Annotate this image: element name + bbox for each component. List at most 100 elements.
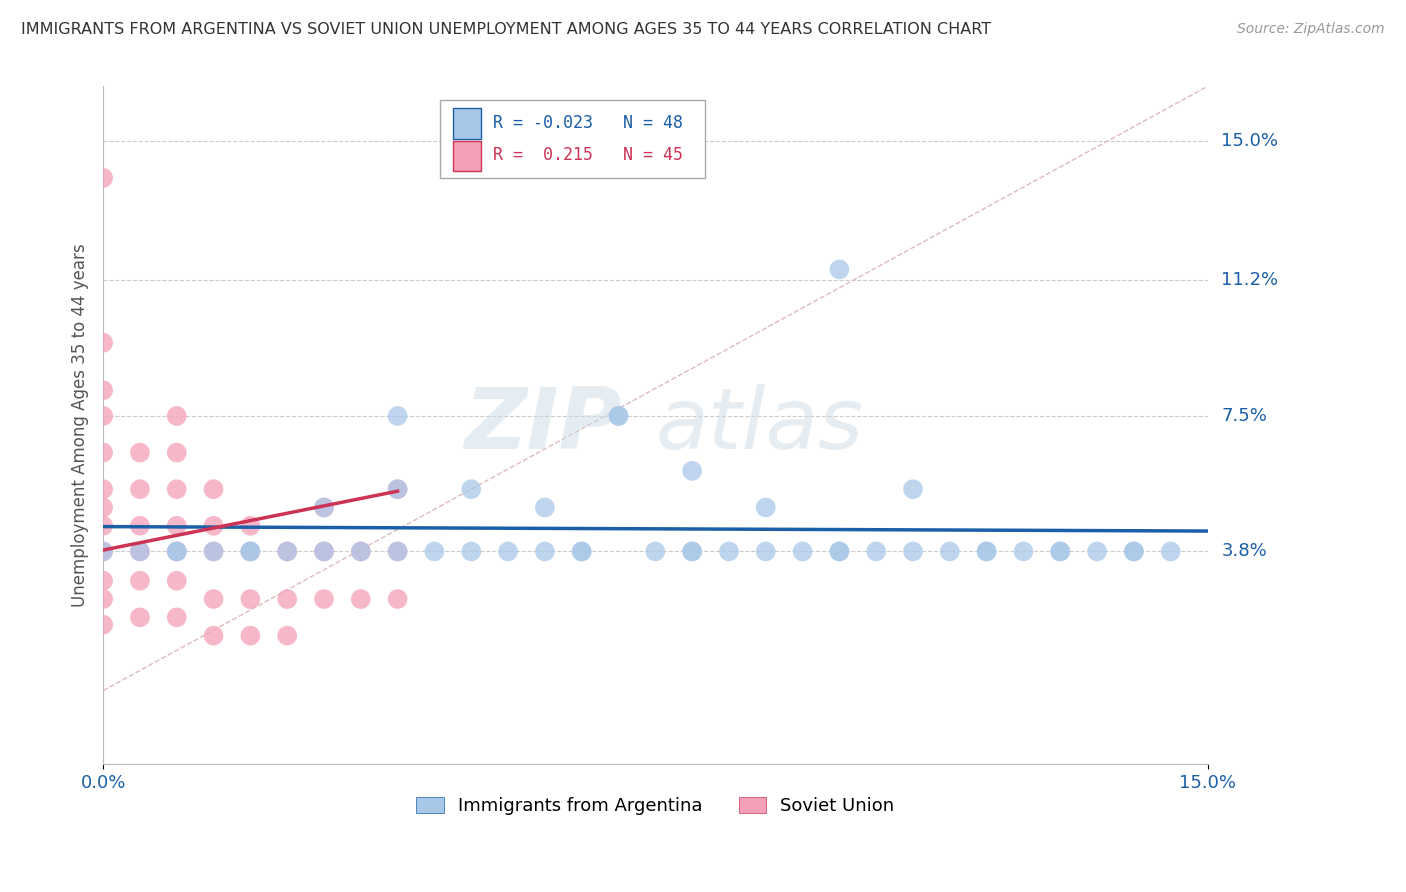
Point bbox=[166, 445, 188, 459]
Point bbox=[166, 544, 188, 558]
Text: 3.8%: 3.8% bbox=[1222, 542, 1267, 560]
Point bbox=[939, 544, 962, 558]
Point bbox=[755, 500, 778, 515]
Point bbox=[202, 592, 225, 607]
Point bbox=[239, 592, 262, 607]
Point bbox=[91, 617, 114, 632]
Text: R =  0.215   N = 45: R = 0.215 N = 45 bbox=[494, 146, 683, 164]
Text: ZIP: ZIP bbox=[464, 384, 623, 467]
Point bbox=[129, 544, 152, 558]
Point bbox=[91, 409, 114, 423]
Point bbox=[387, 544, 409, 558]
Point bbox=[276, 544, 298, 558]
Point bbox=[129, 482, 152, 496]
Point bbox=[681, 464, 703, 478]
Point bbox=[976, 544, 998, 558]
Point bbox=[1012, 544, 1035, 558]
Point bbox=[239, 544, 262, 558]
Point bbox=[901, 544, 924, 558]
Point bbox=[166, 409, 188, 423]
Point bbox=[312, 544, 335, 558]
Point bbox=[129, 610, 152, 624]
Point bbox=[717, 544, 740, 558]
Y-axis label: Unemployment Among Ages 35 to 44 years: Unemployment Among Ages 35 to 44 years bbox=[72, 244, 89, 607]
Point bbox=[1049, 544, 1071, 558]
Point bbox=[91, 592, 114, 607]
Point bbox=[202, 544, 225, 558]
Point bbox=[166, 574, 188, 588]
Point bbox=[828, 544, 851, 558]
Point bbox=[166, 544, 188, 558]
Point bbox=[202, 482, 225, 496]
Point bbox=[91, 518, 114, 533]
Point bbox=[129, 574, 152, 588]
Point bbox=[607, 409, 630, 423]
Point bbox=[202, 518, 225, 533]
Point bbox=[828, 544, 851, 558]
Text: Source: ZipAtlas.com: Source: ZipAtlas.com bbox=[1237, 22, 1385, 37]
Point bbox=[276, 592, 298, 607]
Point bbox=[1122, 544, 1144, 558]
Point bbox=[202, 544, 225, 558]
Point bbox=[276, 544, 298, 558]
Point bbox=[91, 574, 114, 588]
Point bbox=[166, 544, 188, 558]
Point bbox=[1160, 544, 1182, 558]
Point bbox=[276, 629, 298, 643]
Point bbox=[755, 544, 778, 558]
Point bbox=[312, 500, 335, 515]
Point bbox=[607, 409, 630, 423]
Point bbox=[129, 544, 152, 558]
Point bbox=[460, 482, 482, 496]
Text: 7.5%: 7.5% bbox=[1222, 407, 1267, 425]
Point bbox=[534, 500, 557, 515]
Point bbox=[1122, 544, 1144, 558]
Point bbox=[681, 544, 703, 558]
Point bbox=[387, 482, 409, 496]
Text: 11.2%: 11.2% bbox=[1222, 271, 1278, 289]
Point bbox=[1049, 544, 1071, 558]
Text: 15.0%: 15.0% bbox=[1222, 132, 1278, 150]
Point bbox=[91, 445, 114, 459]
Point bbox=[239, 544, 262, 558]
Point bbox=[350, 592, 373, 607]
Point bbox=[792, 544, 814, 558]
Point bbox=[423, 544, 446, 558]
Point bbox=[91, 500, 114, 515]
FancyBboxPatch shape bbox=[440, 100, 704, 178]
Point bbox=[387, 544, 409, 558]
Point bbox=[166, 482, 188, 496]
Point bbox=[91, 335, 114, 350]
Legend: Immigrants from Argentina, Soviet Union: Immigrants from Argentina, Soviet Union bbox=[409, 789, 901, 822]
Point bbox=[681, 544, 703, 558]
Point bbox=[571, 544, 593, 558]
Point bbox=[387, 592, 409, 607]
Point bbox=[312, 544, 335, 558]
Point bbox=[901, 482, 924, 496]
FancyBboxPatch shape bbox=[453, 108, 481, 138]
Point bbox=[387, 482, 409, 496]
Text: atlas: atlas bbox=[655, 384, 863, 467]
Point bbox=[91, 544, 114, 558]
Point bbox=[865, 544, 887, 558]
Point bbox=[129, 445, 152, 459]
Point bbox=[496, 544, 519, 558]
Point bbox=[387, 409, 409, 423]
Point bbox=[350, 544, 373, 558]
Point bbox=[91, 384, 114, 398]
Point bbox=[166, 610, 188, 624]
Point bbox=[1085, 544, 1108, 558]
Point bbox=[312, 592, 335, 607]
Point bbox=[312, 500, 335, 515]
Point bbox=[239, 544, 262, 558]
Point bbox=[129, 518, 152, 533]
Point bbox=[91, 170, 114, 185]
Point bbox=[202, 629, 225, 643]
Point bbox=[460, 544, 482, 558]
Point bbox=[166, 518, 188, 533]
Point bbox=[828, 262, 851, 277]
Point bbox=[91, 482, 114, 496]
Text: R = -0.023   N = 48: R = -0.023 N = 48 bbox=[494, 114, 683, 132]
Point bbox=[534, 544, 557, 558]
Text: IMMIGRANTS FROM ARGENTINA VS SOVIET UNION UNEMPLOYMENT AMONG AGES 35 TO 44 YEARS: IMMIGRANTS FROM ARGENTINA VS SOVIET UNIO… bbox=[21, 22, 991, 37]
